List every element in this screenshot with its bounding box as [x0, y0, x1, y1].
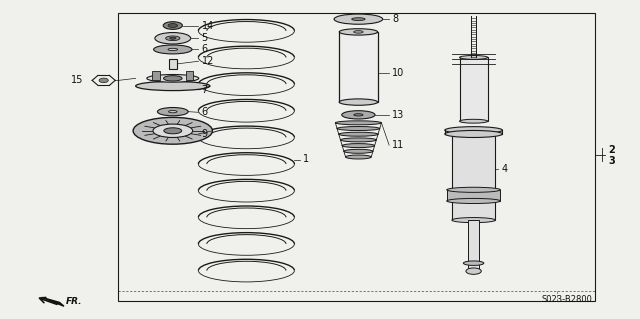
Text: 11: 11	[392, 140, 404, 150]
Text: FR.: FR.	[66, 297, 83, 306]
Bar	[118, 13, 595, 301]
Ellipse shape	[340, 138, 376, 142]
Ellipse shape	[337, 127, 380, 130]
Ellipse shape	[153, 124, 193, 137]
Ellipse shape	[466, 268, 481, 274]
Text: 12: 12	[202, 56, 214, 66]
Ellipse shape	[133, 117, 212, 144]
Ellipse shape	[346, 155, 371, 159]
Ellipse shape	[339, 29, 378, 35]
Ellipse shape	[354, 114, 363, 116]
Ellipse shape	[352, 18, 365, 20]
Text: 2: 2	[608, 145, 615, 155]
Bar	[186, 71, 193, 80]
Text: 4: 4	[501, 164, 508, 174]
Ellipse shape	[447, 198, 500, 204]
Text: 6: 6	[202, 107, 208, 117]
Text: 7: 7	[202, 85, 208, 95]
Polygon shape	[42, 297, 64, 306]
Ellipse shape	[460, 56, 488, 59]
Bar	[452, 134, 495, 220]
Ellipse shape	[157, 108, 188, 116]
Text: 9: 9	[202, 129, 208, 139]
Text: 1: 1	[303, 154, 309, 165]
Text: 14: 14	[202, 20, 214, 31]
Bar	[169, 59, 177, 69]
Ellipse shape	[445, 130, 502, 137]
Text: 8: 8	[392, 14, 399, 24]
Ellipse shape	[99, 78, 108, 83]
Ellipse shape	[164, 76, 182, 81]
Ellipse shape	[164, 128, 182, 134]
Ellipse shape	[147, 75, 199, 82]
Ellipse shape	[136, 81, 210, 91]
Ellipse shape	[445, 127, 502, 134]
Bar	[468, 220, 479, 271]
Ellipse shape	[452, 218, 495, 223]
Ellipse shape	[168, 110, 177, 113]
Ellipse shape	[168, 48, 178, 50]
Bar	[460, 57, 488, 121]
Ellipse shape	[155, 33, 191, 44]
Ellipse shape	[335, 121, 381, 125]
Text: S023-B2800: S023-B2800	[541, 295, 592, 304]
Ellipse shape	[163, 22, 182, 29]
Ellipse shape	[460, 119, 488, 123]
Text: 5: 5	[202, 33, 208, 43]
Ellipse shape	[168, 24, 178, 27]
Text: 3: 3	[608, 156, 615, 166]
Ellipse shape	[342, 111, 375, 119]
Ellipse shape	[342, 144, 374, 148]
Bar	[447, 190, 500, 201]
Text: 15: 15	[71, 75, 83, 85]
Ellipse shape	[334, 14, 383, 24]
Text: 13: 13	[392, 110, 404, 120]
Ellipse shape	[354, 31, 364, 33]
Ellipse shape	[344, 149, 373, 153]
Bar	[152, 71, 160, 80]
Ellipse shape	[339, 132, 378, 136]
Ellipse shape	[447, 187, 500, 192]
Text: 10: 10	[392, 68, 404, 78]
Ellipse shape	[452, 131, 495, 137]
Ellipse shape	[170, 37, 176, 39]
Text: 6: 6	[202, 44, 208, 55]
Bar	[339, 32, 378, 102]
Ellipse shape	[166, 36, 180, 41]
Ellipse shape	[339, 99, 378, 105]
Ellipse shape	[154, 45, 192, 54]
Ellipse shape	[463, 261, 484, 265]
